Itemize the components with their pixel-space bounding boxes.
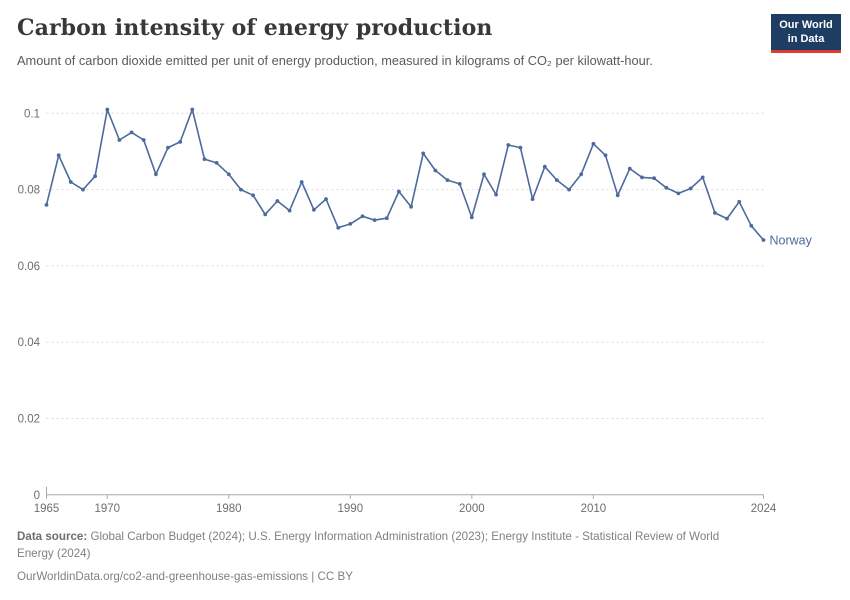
x-tick-label: 2024 (751, 503, 777, 515)
data-point[interactable] (154, 172, 158, 177)
data-point[interactable] (312, 207, 316, 212)
data-point[interactable] (761, 238, 766, 242)
data-point[interactable] (421, 151, 426, 156)
y-tick-label: 0.08 (18, 185, 40, 197)
data-point[interactable] (56, 153, 61, 158)
data-point[interactable] (700, 175, 705, 180)
data-point[interactable] (688, 186, 693, 191)
x-tick-label: 1965 (34, 503, 60, 515)
data-point[interactable] (372, 218, 377, 223)
data-point[interactable] (567, 187, 571, 192)
data-point[interactable] (141, 138, 146, 142)
data-point[interactable] (469, 215, 474, 220)
y-tick-label: 0.02 (18, 414, 40, 426)
entity-label-norway[interactable]: Norway (770, 233, 813, 247)
data-point[interactable] (384, 216, 389, 221)
data-point[interactable] (457, 182, 462, 186)
owid-logo-line2: in Data (787, 33, 825, 46)
data-point[interactable] (190, 107, 195, 112)
data-point[interactable] (445, 178, 450, 183)
data-point[interactable] (275, 199, 280, 203)
data-source-text-line2: Energy (2024) (17, 546, 91, 560)
data-point[interactable] (226, 172, 231, 177)
data-point[interactable] (725, 216, 729, 221)
data-point[interactable] (129, 130, 134, 135)
data-point[interactable] (44, 203, 49, 207)
data-point[interactable] (239, 187, 243, 192)
data-point[interactable] (579, 172, 584, 177)
chart-subtitle: Amount of carbon dioxide emitted per uni… (17, 53, 653, 68)
data-point[interactable] (555, 178, 559, 183)
data-point[interactable] (117, 138, 122, 142)
data-point[interactable] (397, 189, 401, 194)
y-tick-label: 0.04 (18, 337, 41, 349)
data-point[interactable] (518, 145, 523, 150)
owid-logo[interactable]: Our World in Data (771, 14, 841, 53)
data-point[interactable] (287, 208, 292, 213)
data-point[interactable] (105, 107, 110, 112)
data-point[interactable] (299, 180, 304, 184)
data-point[interactable] (737, 199, 742, 204)
data-point[interactable] (494, 192, 498, 197)
data-point[interactable] (542, 164, 547, 169)
data-point[interactable] (166, 145, 170, 150)
data-point[interactable] (251, 193, 256, 198)
data-source-label: Data source: (17, 530, 88, 543)
data-point[interactable] (409, 204, 413, 209)
x-tick-label: 1970 (94, 503, 120, 515)
data-point[interactable] (652, 176, 656, 181)
data-point[interactable] (178, 140, 183, 144)
data-point[interactable] (482, 172, 486, 177)
x-tick-label: 1990 (338, 503, 364, 515)
x-tick-label: 1980 (216, 503, 242, 515)
chart-title: Carbon intensity of energy production (17, 15, 493, 41)
data-source-text-line1: Global Carbon Budget (2024); U.S. Energy… (90, 530, 720, 543)
data-point[interactable] (336, 225, 341, 230)
citation-line[interactable]: OurWorldinData.org/co2-and-greenhouse-ga… (17, 569, 353, 583)
data-point[interactable] (324, 197, 328, 202)
data-point[interactable] (68, 180, 73, 184)
x-tick-label: 2000 (459, 503, 485, 515)
data-point[interactable] (615, 193, 620, 198)
owid-logo-line1: Our World (779, 19, 833, 31)
data-point[interactable] (603, 153, 608, 158)
data-point[interactable] (433, 168, 438, 173)
data-point[interactable] (664, 185, 669, 190)
data-point[interactable] (360, 214, 365, 219)
data-point[interactable] (530, 197, 535, 202)
data-point[interactable] (713, 211, 717, 215)
data-point[interactable] (591, 141, 596, 146)
data-point[interactable] (640, 175, 644, 180)
data-point[interactable] (202, 157, 207, 162)
data-point[interactable] (749, 223, 754, 228)
series-line-norway[interactable] (45, 108, 765, 241)
data-point[interactable] (676, 191, 681, 196)
x-tick-label: 2010 (581, 503, 607, 515)
data-point[interactable] (81, 187, 85, 192)
y-tick-label: 0 (34, 490, 40, 502)
data-point[interactable] (348, 222, 353, 226)
data-point[interactable] (263, 212, 268, 217)
chart-footer: Data source: Global Carbon Budget (2024)… (17, 529, 833, 585)
data-point[interactable] (93, 174, 97, 179)
y-tick-label: 0.06 (18, 261, 40, 273)
data-point[interactable] (214, 161, 219, 165)
data-point[interactable] (627, 166, 632, 171)
data-point[interactable] (506, 143, 511, 147)
data-source-line: Data source: Global Carbon Budget (2024)… (17, 529, 833, 563)
y-tick-label: 0.1 (24, 108, 40, 120)
